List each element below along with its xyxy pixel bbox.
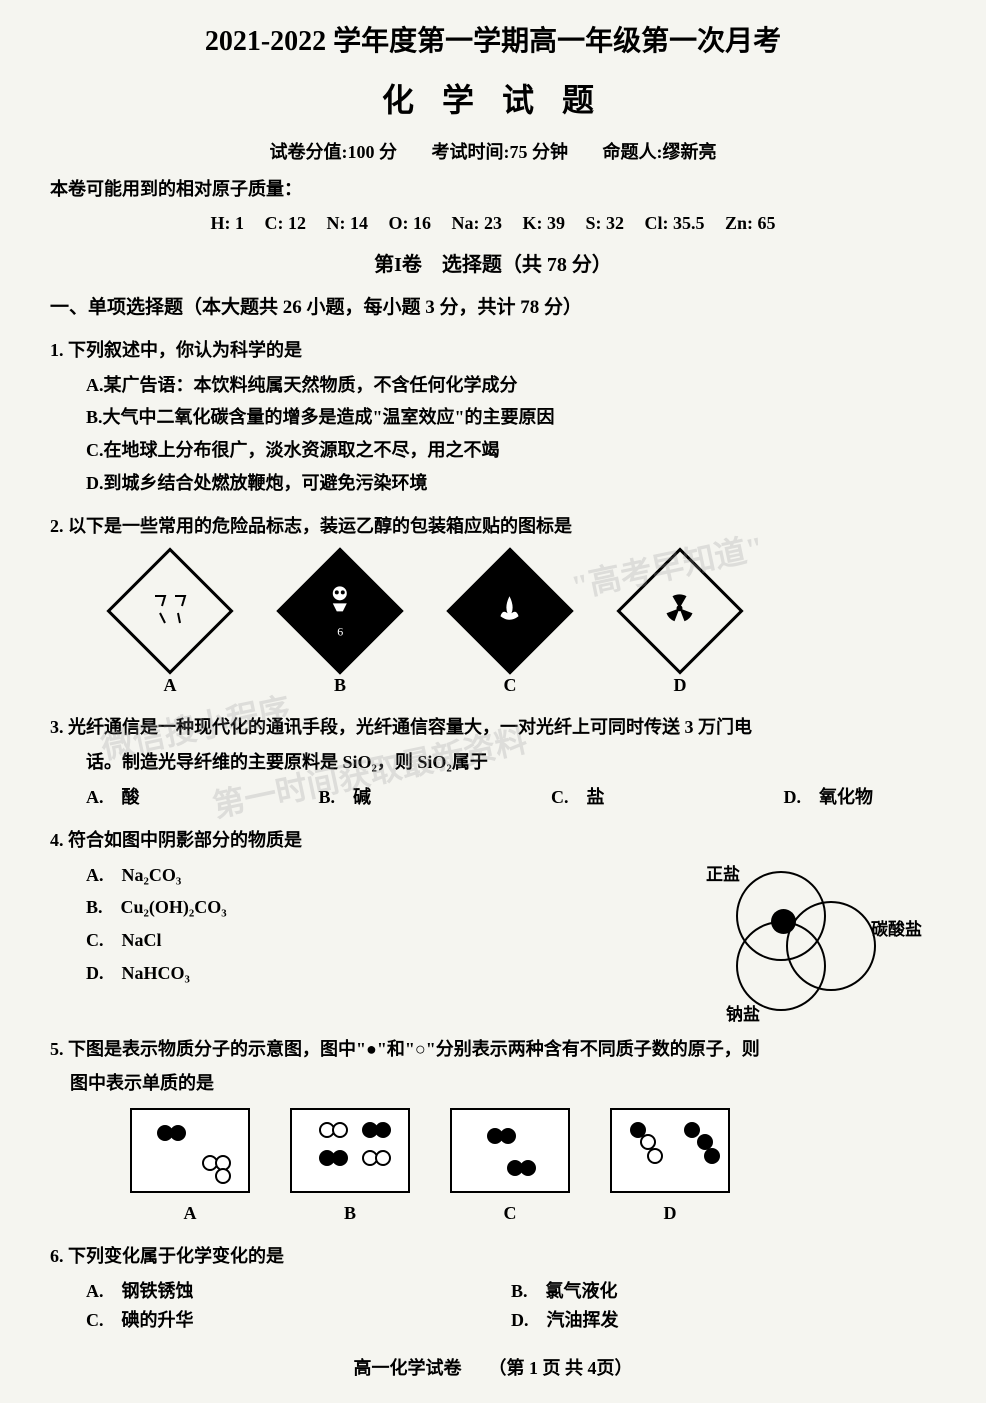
atomic-masses: H: 1 C: 12 N: 14 O: 16 Na: 23 K: 39 S: 3…: [50, 209, 936, 238]
hazard-icons-row: A 6 B C D: [50, 551, 936, 700]
toxic-icon: 6: [276, 547, 403, 674]
hazard-c: C: [450, 551, 570, 700]
question-2: 2. 以下是一些常用的危险品标志，装运乙醇的包装箱应贴的图标是 A 6 B: [50, 512, 936, 700]
mol-b-label: B: [290, 1199, 410, 1228]
question-6: 6. 下列变化属于化学变化的是 A. 钢铁锈蚀 B. 氯气液化 C. 碘的升华 …: [50, 1242, 936, 1334]
hazard-d: D: [620, 551, 740, 700]
q6-option-a: A. 钢铁锈蚀: [86, 1277, 511, 1306]
molecule-diagrams: A B C D: [50, 1108, 936, 1228]
q5-stem-2: 图中表示单质的是: [50, 1069, 936, 1098]
q3-option-d: D. 氧化物: [784, 783, 937, 812]
molecule-d: D: [610, 1108, 730, 1228]
q6-option-d: D. 汽油挥发: [511, 1306, 936, 1335]
mol-c-label: C: [450, 1199, 570, 1228]
corrosive-icon: [106, 547, 233, 674]
q3-option-c: C. 盐: [551, 783, 704, 812]
sub-title: 化 学 试 题: [50, 75, 936, 126]
hazard-b-label: B: [280, 671, 400, 700]
q4-stem: 4. 符合如图中阴影部分的物质是: [50, 826, 936, 855]
q1-option-d: D.到城乡结合处燃放鞭炮，可避免污染环境: [50, 469, 936, 498]
mass-cl: Cl: 35.5: [645, 213, 705, 233]
q2-stem: 2. 以下是一些常用的危险品标志，装运乙醇的包装箱应贴的图标是: [50, 512, 936, 541]
question-3: 3. 光纤通信是一种现代化的通讯手段，光纤通信容量大，一对光纤上可同时传送 3 …: [50, 713, 936, 811]
author-info: 命题人:缪新亮: [603, 142, 717, 162]
q6-option-b: B. 氯气液化: [511, 1277, 936, 1306]
q3-option-a: A. 酸: [86, 783, 239, 812]
mol-d-label: D: [610, 1199, 730, 1228]
question-5: 5. 下图是表示物质分子的示意图，图中"●"和"○"分别表示两种含有不同质子数的…: [50, 1035, 936, 1228]
question-4: 4. 符合如图中阴影部分的物质是 A. Na₂CO₃ B. Cu₂(OH)₂CO…: [50, 826, 936, 1021]
q6-stem: 6. 下列变化属于化学变化的是: [50, 1242, 936, 1271]
mass-k: K: 39: [522, 213, 565, 233]
q4-option-a: A. Na₂CO₃: [50, 861, 676, 890]
hazard-d-label: D: [620, 671, 740, 700]
molecule-a: A: [130, 1108, 250, 1228]
section1-title: 一、单项选择题（本大题共 26 小题，每小题 3 分，共计 78 分）: [50, 293, 936, 323]
q6-row1: A. 钢铁锈蚀 B. 氯气液化: [50, 1277, 936, 1306]
q3-options: A. 酸 B. 碱 C. 盐 D. 氧化物: [50, 783, 936, 812]
q6-option-c: C. 碘的升华: [86, 1306, 511, 1335]
q3-option-b: B. 碱: [319, 783, 472, 812]
venn-label-right: 碳酸盐: [871, 916, 922, 943]
mass-h: H: 1: [210, 213, 244, 233]
mass-n: N: 14: [326, 213, 368, 233]
time-info: 考试时间:75 分钟: [432, 142, 569, 162]
q1-option-a: A.某广告语：本饮料纯属天然物质，不含任何化学成分: [50, 371, 936, 400]
hazard-b: 6 B: [280, 551, 400, 700]
mass-zn: Zn: 65: [725, 213, 776, 233]
main-title: 2021-2022 学年度第一学期高一年级第一次月考: [50, 20, 936, 65]
venn-label-bottom: 钠盐: [726, 1001, 760, 1028]
q3-stem-2: 话。制造光导纤维的主要原料是 SiO₂，则 SiO₂属于: [50, 748, 936, 777]
venn-label-top: 正盐: [706, 861, 740, 888]
q6-row2: C. 碘的升华 D. 汽油挥发: [50, 1306, 936, 1335]
hazard-c-label: C: [450, 671, 570, 700]
mass-o: O: 16: [388, 213, 431, 233]
question-1: 1. 下列叙述中，你认为科学的是 A.某广告语：本饮料纯属天然物质，不含任何化学…: [50, 336, 936, 498]
atomic-mass-label: 本卷可能用到的相对原子质量：: [50, 175, 936, 204]
q4-option-c: C. NaCl: [50, 926, 676, 955]
page-footer: 高一化学试卷 （第 1 页 共 4页）: [50, 1354, 936, 1383]
exam-info: 试卷分值:100 分 考试时间:75 分钟 命题人:缪新亮: [50, 138, 936, 167]
q5-stem-1: 5. 下图是表示物质分子的示意图，图中"●"和"○"分别表示两种含有不同质子数的…: [50, 1035, 936, 1064]
mass-na: Na: 23: [451, 213, 502, 233]
mass-s: S: 32: [585, 213, 624, 233]
hazard-a-label: A: [110, 671, 230, 700]
molecule-b: B: [290, 1108, 410, 1228]
molecule-c: C: [450, 1108, 570, 1228]
mass-c: C: 12: [264, 213, 306, 233]
q4-option-d: D. NaHCO₃: [50, 959, 676, 988]
mol-a-label: A: [130, 1199, 250, 1228]
venn-diagram: 正盐 碳酸盐 钠盐: [676, 861, 936, 1021]
q1-option-b: B.大气中二氧化碳含量的增多是造成"温室效应"的主要原因: [50, 403, 936, 432]
score-info: 试卷分值:100 分: [270, 142, 398, 162]
flammable-icon: [446, 547, 573, 674]
q1-option-c: C.在地球上分布很广，淡水资源取之不尽，用之不竭: [50, 436, 936, 465]
hazard-a: A: [110, 551, 230, 700]
q3-stem-1: 3. 光纤通信是一种现代化的通讯手段，光纤通信容量大，一对光纤上可同时传送 3 …: [50, 713, 936, 742]
q1-stem: 1. 下列叙述中，你认为科学的是: [50, 336, 936, 365]
radioactive-icon: [616, 547, 743, 674]
q4-option-b: B. Cu₂(OH)₂CO₃: [50, 893, 676, 922]
section1-header: 第I卷 选择题（共 78 分）: [50, 249, 936, 281]
